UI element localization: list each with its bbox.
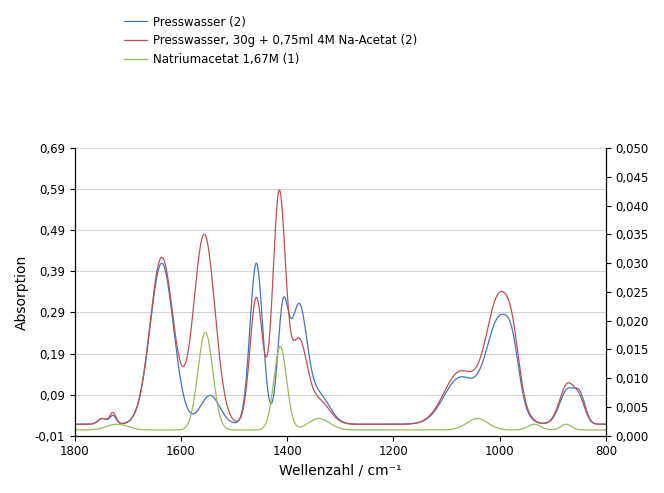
Presswasser, 30g + 0,75ml 4M Na-Acetat (2)	[70, 421, 78, 427]
Natriumacetat 1,67M (1)	[131, 425, 139, 431]
Presswasser, 30g + 0,75ml 4M Na-Acetat (2)	[535, 420, 542, 425]
Presswasser (2)	[274, 338, 282, 344]
Presswasser, 30g + 0,75ml 4M Na-Acetat (2)	[163, 269, 171, 275]
Presswasser (2)	[158, 260, 166, 266]
Presswasser, 30g + 0,75ml 4M Na-Acetat (2)	[297, 339, 305, 345]
Y-axis label: Absorption: Absorption	[15, 254, 29, 330]
Presswasser, 30g + 0,75ml 4M Na-Acetat (2)	[592, 421, 600, 427]
Natriumacetat 1,67M (1)	[297, 423, 305, 429]
X-axis label: Wellenzahl / cm⁻¹: Wellenzahl / cm⁻¹	[279, 464, 402, 478]
Natriumacetat 1,67M (1)	[602, 427, 610, 433]
Presswasser (2)	[535, 420, 542, 425]
Presswasser (2)	[297, 305, 305, 311]
Line: Presswasser, 30g + 0,75ml 4M Na-Acetat (2): Presswasser, 30g + 0,75ml 4M Na-Acetat (…	[74, 190, 606, 424]
Presswasser, 30g + 0,75ml 4M Na-Acetat (2)	[276, 187, 284, 193]
Presswasser, 30g + 0,75ml 4M Na-Acetat (2)	[274, 190, 282, 196]
Presswasser, 30g + 0,75ml 4M Na-Acetat (2)	[602, 421, 610, 427]
Line: Natriumacetat 1,67M (1): Natriumacetat 1,67M (1)	[74, 332, 606, 430]
Presswasser (2)	[592, 421, 600, 427]
Natriumacetat 1,67M (1)	[535, 423, 542, 428]
Natriumacetat 1,67M (1)	[201, 329, 209, 335]
Natriumacetat 1,67M (1)	[70, 427, 78, 433]
Natriumacetat 1,67M (1)	[274, 347, 282, 352]
Presswasser, 30g + 0,75ml 4M Na-Acetat (2)	[131, 409, 139, 415]
Presswasser (2)	[602, 421, 610, 427]
Natriumacetat 1,67M (1)	[163, 427, 171, 433]
Natriumacetat 1,67M (1)	[592, 427, 600, 433]
Legend: Presswasser (2), Presswasser, 30g + 0,75ml 4M Na-Acetat (2), Natriumacetat 1,67M: Presswasser (2), Presswasser, 30g + 0,75…	[119, 11, 422, 71]
Line: Presswasser (2): Presswasser (2)	[74, 263, 606, 424]
Presswasser (2)	[131, 409, 139, 415]
Presswasser (2)	[70, 421, 78, 427]
Presswasser (2)	[163, 275, 171, 281]
